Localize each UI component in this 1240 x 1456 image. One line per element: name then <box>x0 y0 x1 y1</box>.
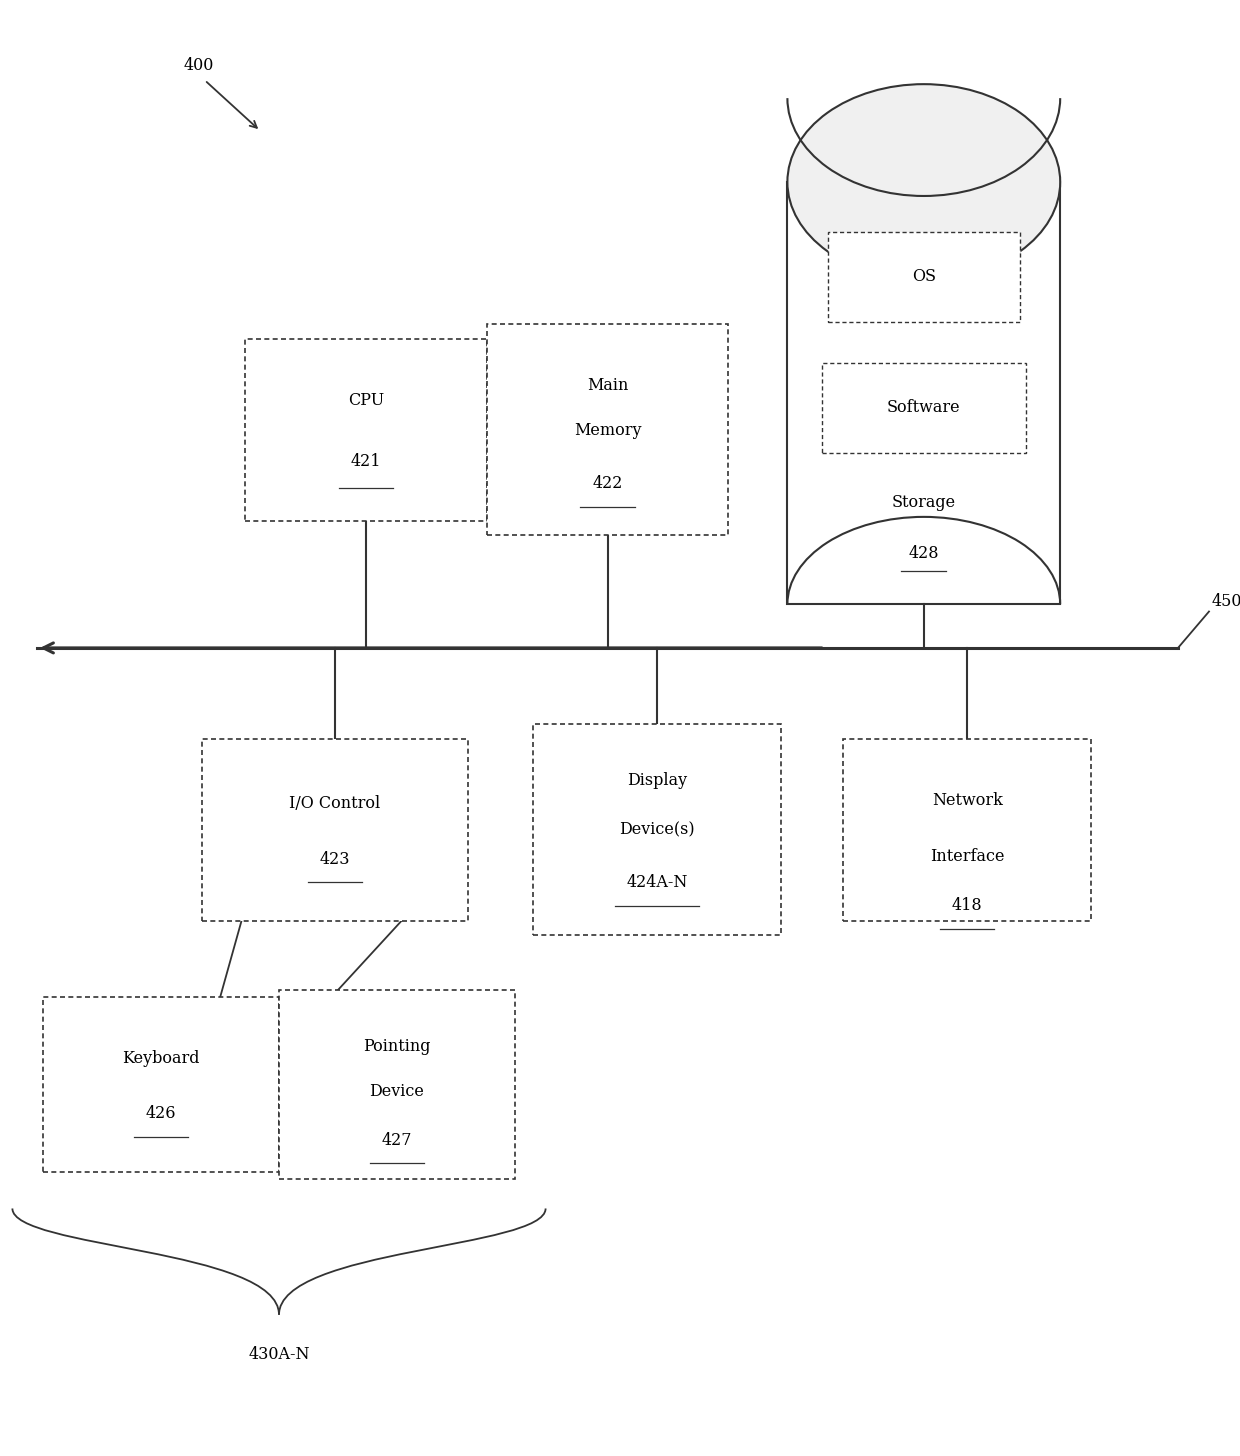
Text: 450: 450 <box>1211 593 1240 610</box>
Text: I/O Control: I/O Control <box>289 795 381 812</box>
Bar <box>828 232 1019 322</box>
Text: Network: Network <box>931 792 1003 810</box>
Text: 400: 400 <box>184 57 213 74</box>
Text: 423: 423 <box>320 850 350 868</box>
Text: Keyboard: Keyboard <box>123 1050 200 1067</box>
Text: Device: Device <box>370 1083 424 1101</box>
Bar <box>787 182 1060 604</box>
Text: 424A-N: 424A-N <box>626 874 688 891</box>
Text: Software: Software <box>887 399 961 416</box>
Bar <box>821 363 1027 453</box>
Text: 430A-N: 430A-N <box>248 1345 310 1363</box>
Text: 422: 422 <box>593 475 622 492</box>
Text: Display: Display <box>627 772 687 789</box>
Text: CPU: CPU <box>347 392 384 409</box>
Text: Device(s): Device(s) <box>620 821 694 839</box>
Bar <box>202 738 469 920</box>
Text: Main: Main <box>587 377 629 395</box>
Text: Pointing: Pointing <box>363 1038 430 1056</box>
Text: OS: OS <box>911 268 936 285</box>
Bar <box>244 338 486 521</box>
Bar <box>843 738 1091 920</box>
Bar <box>533 725 781 935</box>
Text: Memory: Memory <box>574 422 641 440</box>
Text: 418: 418 <box>952 897 982 914</box>
Text: 421: 421 <box>351 453 381 470</box>
Bar <box>486 323 728 534</box>
Text: Interface: Interface <box>930 847 1004 865</box>
Bar <box>279 990 515 1179</box>
Text: 427: 427 <box>382 1131 412 1149</box>
Text: Storage: Storage <box>892 494 956 511</box>
Text: 428: 428 <box>909 545 939 562</box>
Ellipse shape <box>787 84 1060 280</box>
Bar <box>43 997 279 1172</box>
Text: 426: 426 <box>146 1105 176 1123</box>
